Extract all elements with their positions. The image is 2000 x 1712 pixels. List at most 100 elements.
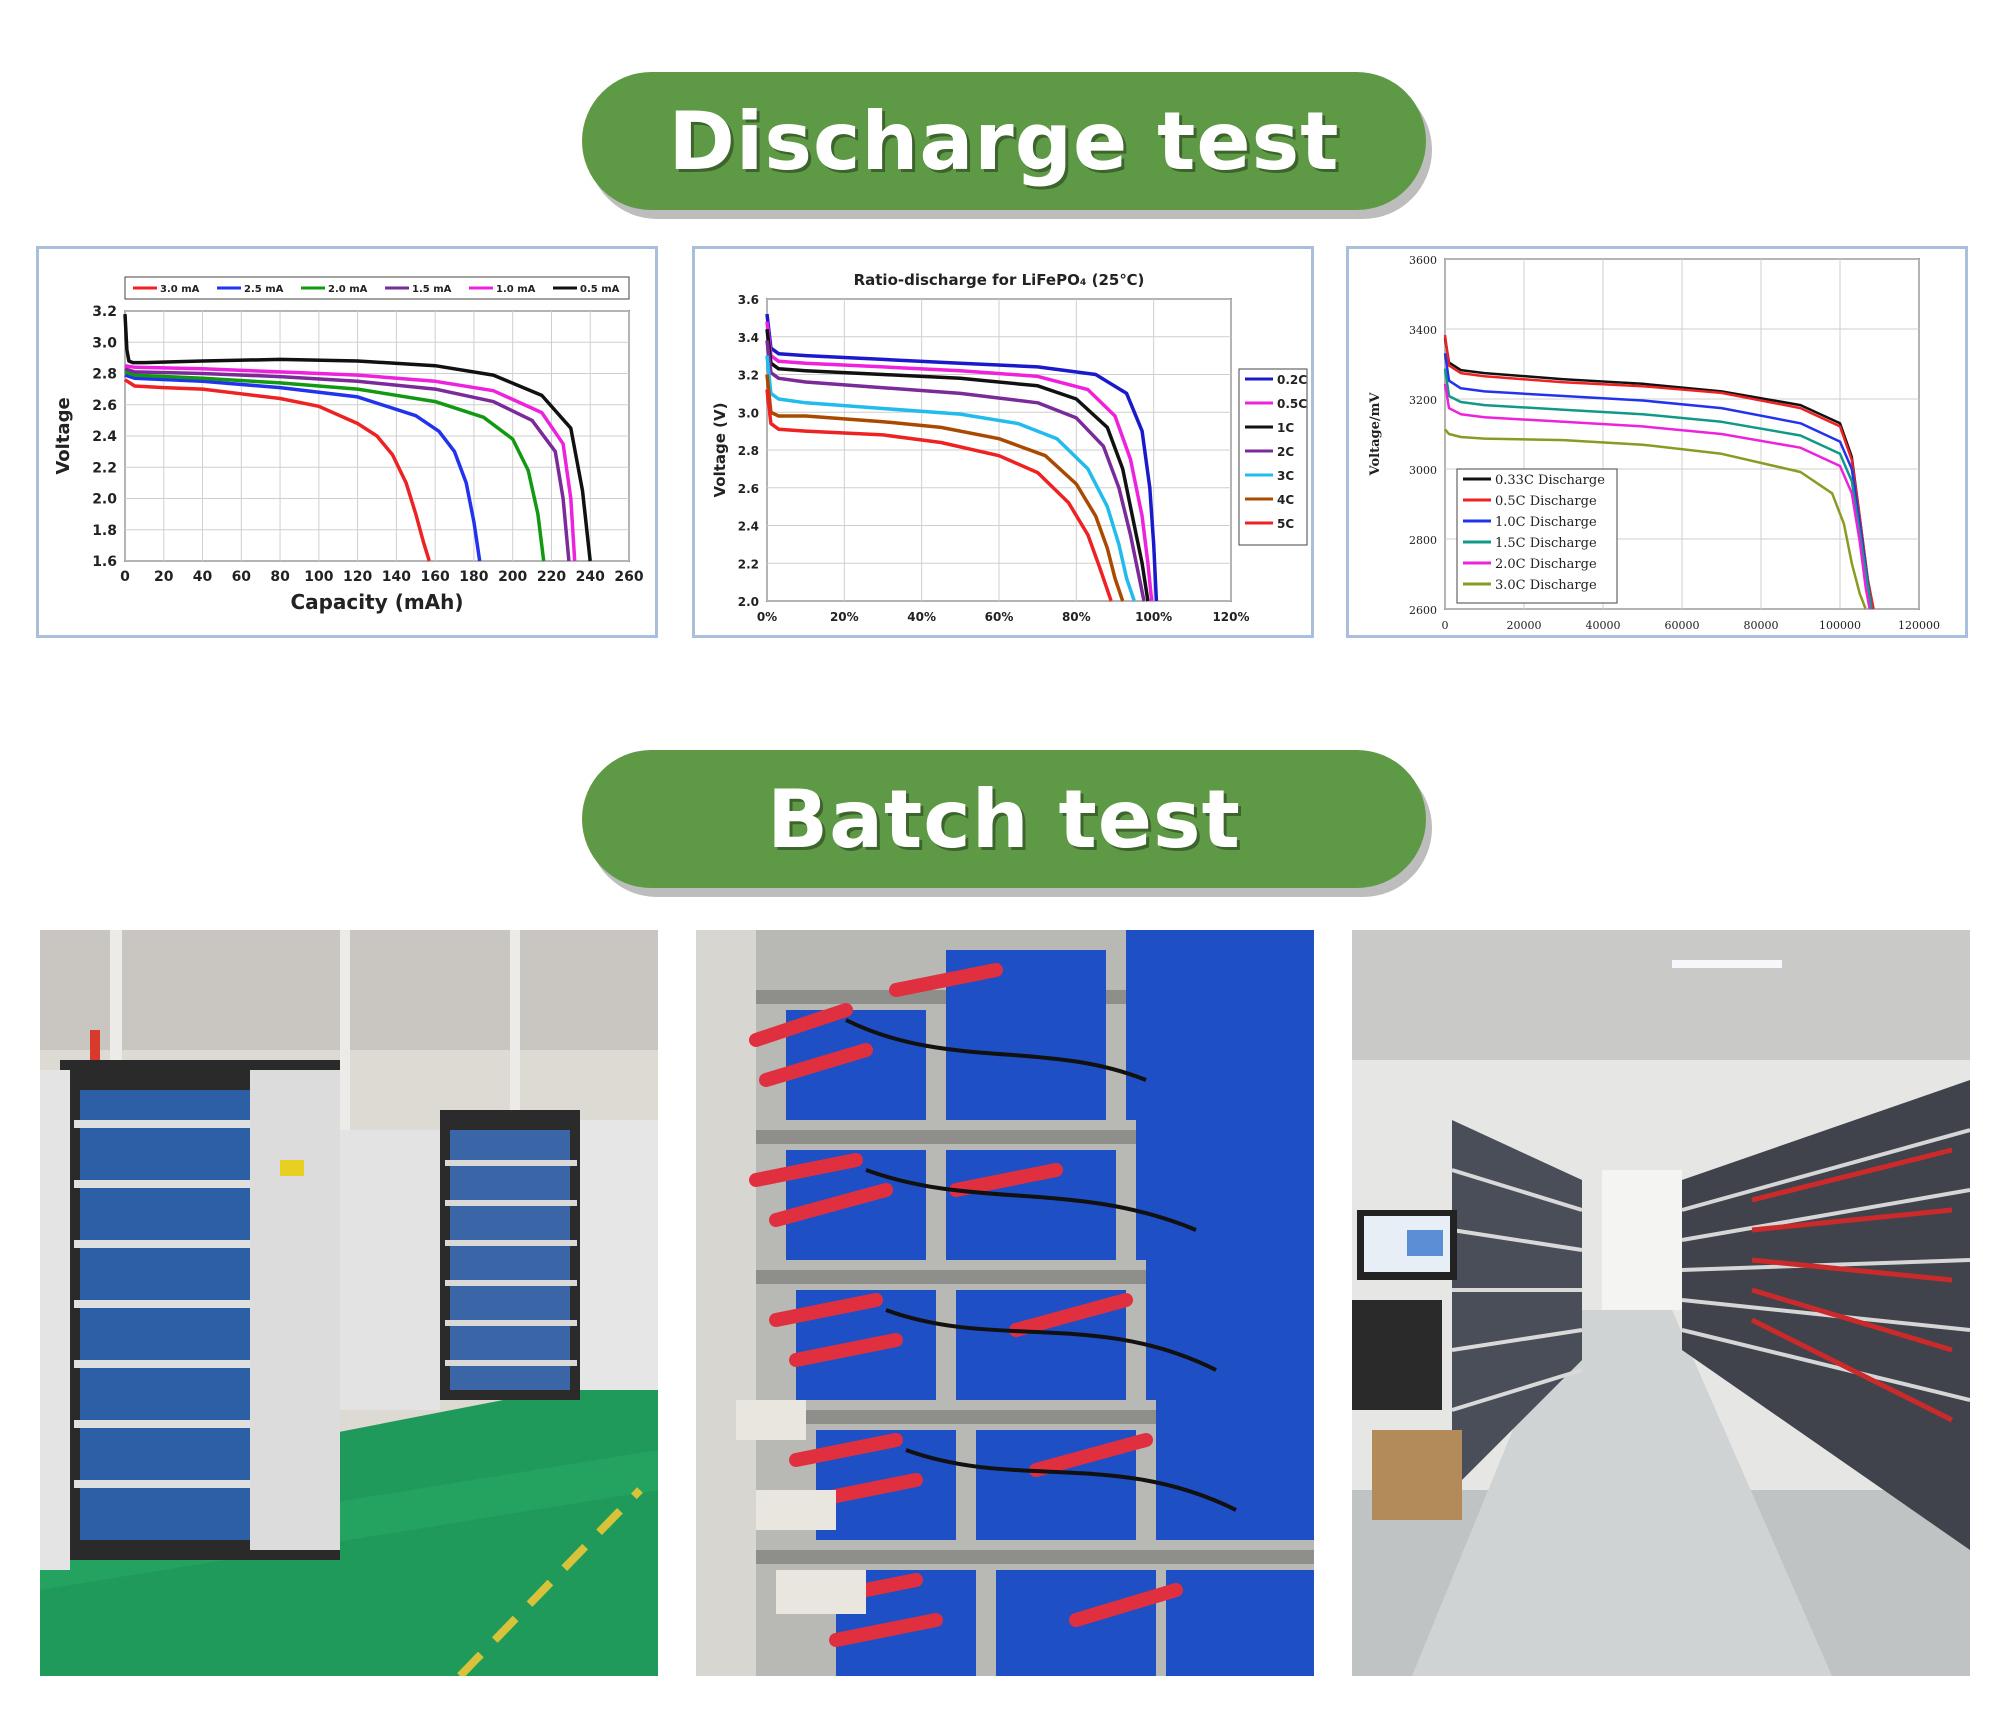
y-tick-label: 3.2 [738,369,759,383]
x-tick-label: 0 [1442,619,1449,632]
y-tick-label: 3.2 [92,304,117,320]
y-tick-label: 2.2 [92,460,117,476]
series-line-10-mA [124,363,577,562]
y-tick-label: 1.6 [92,554,117,570]
x-tick-label: 100000 [1819,619,1861,632]
y-tick-label: 2.4 [738,520,759,534]
x-tick-label: 80000 [1744,619,1779,632]
discharge-test-title: Discharge test [668,94,1340,188]
series-line-15C-Discharge [1443,368,1873,610]
x-tick-label: 240 [576,569,605,585]
x-tick-label: 140 [382,569,411,585]
chart-title: Ratio-discharge for LiFePO₄ (25℃) [854,271,1145,289]
x-tick-label: 40% [907,610,936,624]
x-tick-label: 260 [614,569,643,585]
x-tick-label: 60% [985,610,1014,624]
legend-label: 5C [1277,517,1294,531]
legend-label: 3.0C Discharge [1495,578,1597,593]
chart-capacity-svg: 0 20 40 60 80 100 120 140 160 180 200 220 240 260 1.6 1… [53,276,644,614]
x-tick-label: 40000 [1586,619,1621,632]
chart-capacity-discharge: 0 20 40 60 80 100 120 140 160 180 200 220 240 260 1.6 1… [36,246,658,638]
x-tick-label: 120 [343,569,372,585]
series-line-30C-Discharge [1444,428,1867,610]
series-line-20C-Discharge [1443,383,1871,610]
legend-label: 0.5C Discharge [1495,494,1597,509]
legend-box [124,276,630,300]
x-tick-label: 60 [232,569,252,585]
series-line-3C [765,355,1136,602]
x-tick-label: 60000 [1665,619,1700,632]
legend-label: 0.5C [1277,397,1307,411]
series-line-15-mA [124,367,571,562]
photo-cell-testing-rack [696,930,1314,1676]
series-line-5C [765,389,1113,602]
x-tick-label: 0% [757,610,777,624]
y-tick-label: 3400 [1409,324,1437,337]
x-tick-label: 20% [830,610,859,624]
legend-label: 1.5 mA [412,284,452,295]
x-tick-label: 220 [537,569,566,585]
x-tick-label: 100% [1135,610,1172,624]
series-line-1C [765,329,1150,602]
aisle-illustration [1352,930,1970,1676]
x-tick-label: 0 [120,569,130,585]
legend-label: 1C [1277,421,1294,435]
legend-box [1238,368,1308,546]
legend-label: 1.0C Discharge [1495,515,1597,530]
chart-ratio-svg: 0% 20% 40% 60% 80% 100% 120% 2.0 2.2 2.4 2.6 2.8 3.0… [711,271,1308,624]
x-tick-label: 20 [154,569,174,585]
series-line-10C-Discharge [1443,353,1873,610]
legend-label: 2C [1277,445,1294,459]
y-tick-label: 3.0 [738,406,759,420]
y-tick-label: 2800 [1409,534,1437,547]
x-tick-label: 80 [270,569,290,585]
cabinet-room-illustration [40,930,658,1676]
legend-label: 0.2C [1277,373,1307,387]
y-tick-label: 3600 [1409,254,1437,267]
series-line-05C [765,321,1154,602]
x-tick-label: 120% [1212,610,1249,624]
y-tick-label: 2.4 [92,429,117,445]
series-line-4C [765,374,1125,602]
legend-label: 2.5 mA [244,284,284,295]
y-tick-label: 2.0 [738,595,759,609]
legend-label: 2.0 mA [328,284,368,295]
x-tick-label: 120000 [1898,619,1940,632]
cell-rack-illustration [696,930,1314,1676]
series-line-25-mA [124,373,482,562]
x-tick-label: 20000 [1507,619,1542,632]
y-tick-label: 1.8 [92,523,117,539]
batch-test-heading: Batch test [582,750,1426,888]
legend-label: 3.0 mA [160,284,200,295]
x-tick-label: 180 [459,569,488,585]
y-tick-label: 3000 [1409,464,1437,477]
y-tick-label: 2.8 [738,444,759,458]
x-tick-label: 100 [304,569,333,585]
y-tick-label: 2.6 [92,398,117,414]
discharge-test-heading: Discharge test [582,72,1426,210]
series-line-20-mA [124,370,546,562]
legend-label: 3C [1277,469,1294,483]
y-tick-label: 2.6 [738,482,759,496]
y-tick-label: 2.0 [92,492,117,508]
series-line-30-mA [124,378,431,562]
legend-label: 1.5C Discharge [1495,536,1597,551]
x-tick-label: 80% [1062,610,1091,624]
series-line-05-mA [123,314,592,562]
y-tick-label: 2600 [1409,604,1437,617]
series-line-02C [765,313,1159,602]
series-line-2C [765,340,1146,602]
y-tick-label: 3200 [1409,394,1437,407]
x-tick-label: 160 [421,569,450,585]
legend-box [1456,468,1618,604]
chart-ratio-discharge: 0% 20% 40% 60% 80% 100% 120% 2.0 2.2 2.4 2.6 2.8 3.0… [692,246,1314,638]
legend-label: 1.0 mA [496,284,536,295]
legend-label: 4C [1277,493,1294,507]
legend-label: 2.0C Discharge [1495,557,1597,572]
x-tick-label: 200 [498,569,527,585]
y-tick-label: 3.6 [738,293,759,307]
batch-test-title: Batch test [767,772,1241,866]
legend-label: 0.5 mA [580,284,620,295]
legend-label: 0.33C Discharge [1495,473,1605,488]
chart-mv-discharge: 0 20000 40000 60000 80000 100000 120000 2600 280… [1346,246,1968,638]
